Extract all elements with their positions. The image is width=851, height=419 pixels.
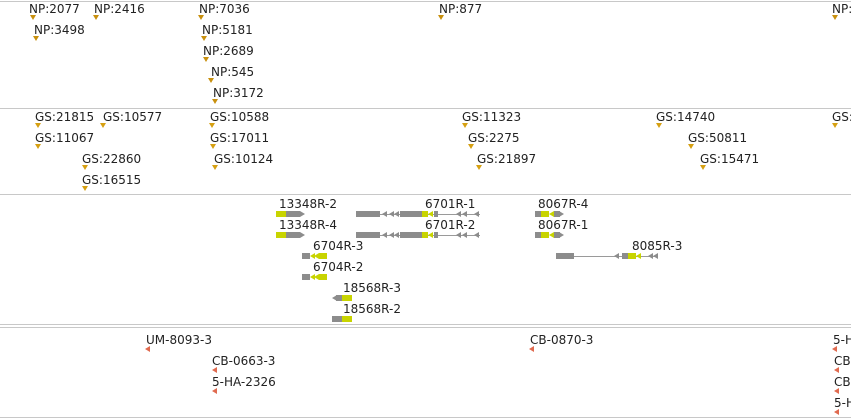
track-divider — [0, 194, 851, 195]
feature-marker-icon[interactable] — [100, 123, 106, 128]
feature-label[interactable]: NP:545 — [211, 65, 255, 79]
feature-label[interactable]: GS:10577 — [103, 110, 163, 124]
transcript-label[interactable]: 18568R-2 — [343, 302, 401, 316]
feature-marker-icon[interactable] — [212, 367, 217, 373]
feature-label[interactable]: GS:22860 — [82, 152, 142, 166]
feature-marker-icon[interactable] — [832, 346, 837, 352]
transcript-label[interactable]: 18568R-3 — [343, 281, 401, 295]
transcript-label[interactable]: 6704R-2 — [313, 260, 364, 274]
feature-label[interactable]: UM-8093-3 — [146, 333, 212, 347]
feature-marker-icon[interactable] — [212, 165, 218, 170]
feature-label[interactable]: GS:2275 — [468, 131, 520, 145]
transcript-glyph[interactable] — [332, 316, 354, 322]
feature-marker-icon[interactable] — [93, 15, 99, 20]
feature-label[interactable]: GS:21897 — [477, 152, 537, 166]
feature-label[interactable]: CB-0870-3 — [530, 333, 594, 347]
feature-marker-icon[interactable] — [832, 123, 838, 128]
feature-marker-icon[interactable] — [529, 346, 534, 352]
track-divider — [0, 108, 851, 109]
transcript-label[interactable]: 6704R-3 — [313, 239, 364, 253]
feature-label[interactable]: GS:16515 — [82, 173, 142, 187]
feature-marker-icon[interactable] — [688, 144, 694, 149]
track-divider — [0, 417, 851, 418]
transcript-glyph[interactable] — [276, 232, 306, 238]
feature-label[interactable]: NP:877 — [439, 2, 483, 16]
feature-marker-icon[interactable] — [35, 144, 41, 149]
feature-marker-icon[interactable] — [82, 165, 88, 170]
feature-marker-icon[interactable] — [834, 388, 839, 394]
feature-marker-icon[interactable] — [832, 15, 838, 20]
feature-label[interactable]: 5-H — [834, 396, 851, 410]
feature-label[interactable]: CB- — [834, 354, 851, 368]
feature-marker-icon[interactable] — [145, 346, 150, 352]
feature-marker-icon[interactable] — [210, 144, 216, 149]
feature-label[interactable]: GS: — [832, 110, 851, 124]
feature-marker-icon[interactable] — [208, 78, 214, 83]
feature-label[interactable]: GS:21815 — [35, 110, 95, 124]
transcript-label[interactable]: 13348R-2 — [279, 197, 337, 211]
transcript-glyph[interactable] — [356, 211, 482, 217]
transcript-label[interactable]: 8085R-3 — [632, 239, 683, 253]
feature-marker-icon[interactable] — [209, 123, 215, 128]
transcript-label[interactable]: 8067R-4 — [538, 197, 589, 211]
feature-label[interactable]: GS:14740 — [656, 110, 716, 124]
feature-label[interactable]: GS:10588 — [210, 110, 270, 124]
transcript-label[interactable]: 8067R-1 — [538, 218, 589, 232]
feature-label[interactable]: GS:15471 — [700, 152, 760, 166]
transcript-glyph[interactable] — [332, 295, 354, 301]
feature-marker-icon[interactable] — [33, 36, 39, 41]
feature-marker-icon[interactable] — [476, 165, 482, 170]
feature-marker-icon[interactable] — [212, 388, 217, 394]
feature-label[interactable]: NP:2416 — [94, 2, 145, 16]
feature-label[interactable]: NP:2689 — [203, 44, 254, 58]
feature-label[interactable]: GS:50811 — [688, 131, 748, 145]
feature-marker-icon[interactable] — [203, 57, 209, 62]
transcript-glyph[interactable] — [356, 232, 482, 238]
feature-label[interactable]: 5-H — [833, 333, 851, 347]
feature-marker-icon[interactable] — [656, 123, 662, 128]
feature-marker-icon[interactable] — [468, 144, 474, 149]
feature-marker-icon[interactable] — [212, 99, 218, 104]
feature-marker-icon[interactable] — [30, 15, 36, 20]
transcript-glyph[interactable] — [302, 274, 328, 280]
transcript-glyph[interactable] — [302, 253, 328, 259]
track-divider — [0, 1, 851, 2]
transcript-label[interactable]: 13348R-4 — [279, 218, 337, 232]
transcript-label[interactable]: 6701R-2 — [425, 218, 476, 232]
feature-marker-icon[interactable] — [82, 186, 88, 191]
feature-marker-icon[interactable] — [438, 15, 444, 20]
feature-label[interactable]: NP:3172 — [213, 86, 264, 100]
feature-marker-icon[interactable] — [35, 123, 41, 128]
transcript-glyph[interactable] — [556, 253, 660, 259]
feature-label[interactable]: NP:7036 — [199, 2, 250, 16]
transcript-glyph[interactable] — [535, 232, 565, 238]
feature-label[interactable]: NP: — [832, 2, 851, 16]
feature-marker-icon[interactable] — [198, 15, 204, 20]
feature-label[interactable]: GS:11067 — [35, 131, 95, 145]
feature-marker-icon[interactable] — [834, 409, 839, 415]
feature-label[interactable]: 5-HA-2326 — [212, 375, 276, 389]
feature-label[interactable]: NP:3498 — [34, 23, 85, 37]
feature-marker-icon[interactable] — [462, 123, 468, 128]
feature-label[interactable]: NP:5181 — [202, 23, 253, 37]
transcript-glyph[interactable] — [535, 211, 565, 217]
feature-marker-icon[interactable] — [834, 367, 839, 373]
feature-label[interactable]: GS:10124 — [214, 152, 274, 166]
feature-label[interactable]: GS:11323 — [462, 110, 522, 124]
feature-label[interactable]: CB- — [834, 375, 851, 389]
feature-label[interactable]: GS:17011 — [210, 131, 270, 145]
feature-label[interactable]: CB-0663-3 — [212, 354, 276, 368]
feature-marker-icon[interactable] — [201, 36, 207, 41]
feature-label[interactable]: NP:2077 — [29, 2, 80, 16]
feature-marker-icon[interactable] — [700, 165, 706, 170]
track-divider — [0, 324, 851, 328]
transcript-glyph[interactable] — [276, 211, 306, 217]
transcript-label[interactable]: 6701R-1 — [425, 197, 476, 211]
